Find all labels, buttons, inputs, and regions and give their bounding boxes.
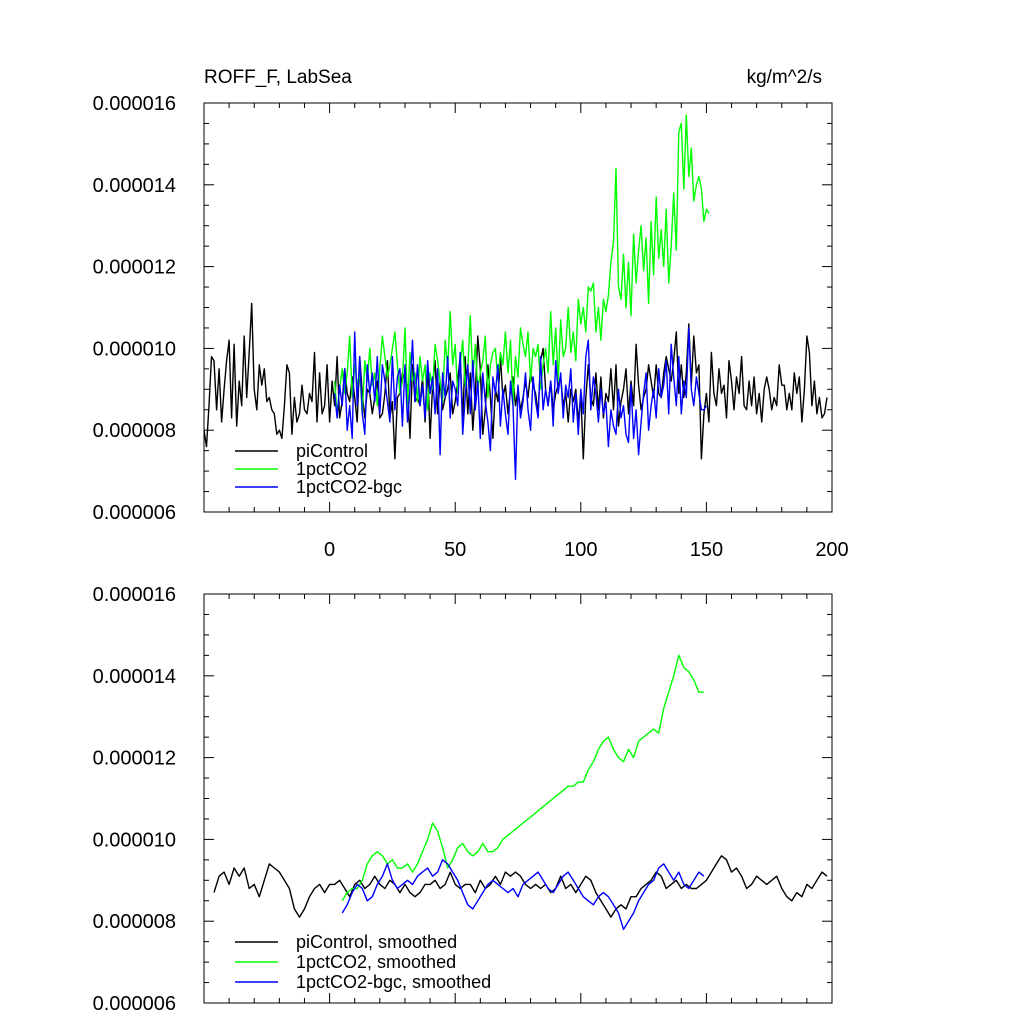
y-tick-label: 0.000010 xyxy=(93,829,176,851)
series-line-picontrol xyxy=(203,302,828,460)
series-line-1pctco2 xyxy=(333,114,710,415)
y-tick-label: 0.000006 xyxy=(93,502,176,524)
y-tick-label: 0.000010 xyxy=(93,338,176,360)
y-tick-label: 0.000006 xyxy=(93,993,176,1015)
x-tick-label: 150 xyxy=(690,539,723,561)
y-tick-label: 0.000012 xyxy=(93,257,176,279)
legend-label: 1pctCO2 xyxy=(296,459,367,479)
bottom-panel: 0.000006 0.000008 0.000010 0.000012 0.000014… xyxy=(93,584,833,1015)
y-tick-label: 0.000008 xyxy=(93,420,176,442)
legend-label: 1pctCO2, smoothed xyxy=(296,952,456,972)
y-tick-label: 0.000008 xyxy=(93,911,176,933)
x-tick-label: 0 xyxy=(324,539,335,561)
legend-label: piControl xyxy=(296,441,368,461)
series-line-picontrol-smoothed xyxy=(213,855,828,918)
top-panel: 0.000006 0.000008 0.000010 0.000012 0.000014… xyxy=(93,93,849,561)
legend-label: 1pctCO2-bgc, smoothed xyxy=(296,972,491,992)
x-tick-label: 200 xyxy=(815,539,848,561)
series-line-1pctco2-bgc xyxy=(333,327,707,480)
series-line-1pctco2-smoothed xyxy=(341,654,704,902)
x-tick-label: 50 xyxy=(444,539,466,561)
y-tick-label: 0.000012 xyxy=(93,748,176,770)
y-tick-label: 0.000014 xyxy=(93,175,176,197)
y-tick-label: 0.000016 xyxy=(93,584,176,606)
chart-title: ROFF_F, LabSea xyxy=(204,67,352,88)
y-tick-label: 0.000016 xyxy=(93,93,176,115)
y-tick-label: 0.000014 xyxy=(93,666,176,688)
legend-label: 1pctCO2-bgc xyxy=(296,477,402,497)
series-line-1pctco2-bgc-smoothed xyxy=(341,859,705,931)
x-tick-label: 100 xyxy=(564,539,597,561)
legend-label: piControl, smoothed xyxy=(296,932,457,952)
chart-units: kg/m^2/s xyxy=(747,67,822,88)
